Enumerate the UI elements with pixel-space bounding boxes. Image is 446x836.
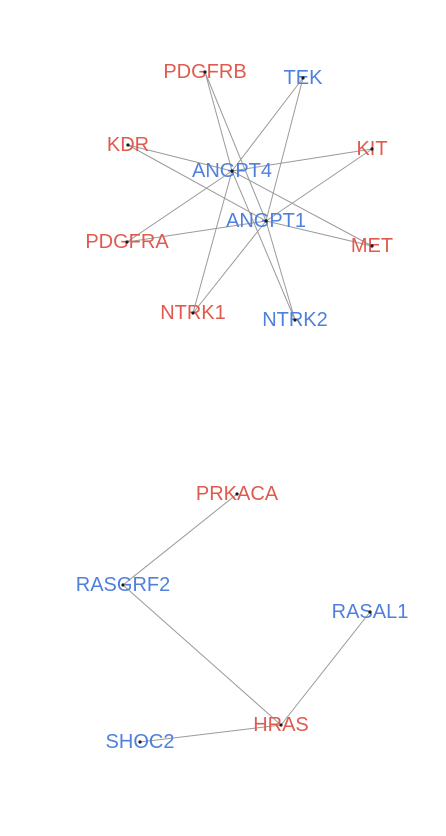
node-dot xyxy=(279,723,283,727)
node-dot xyxy=(230,169,234,173)
node-dot xyxy=(191,311,195,315)
node-dot xyxy=(121,583,125,587)
edge-prkaca-rasgrf2 xyxy=(122,493,238,586)
node-dot xyxy=(126,143,130,147)
edge-angpt1-pdgfrb xyxy=(204,71,267,222)
node-met: MET xyxy=(351,235,393,257)
node-tek: TEK xyxy=(284,67,324,89)
node-dot xyxy=(301,76,305,80)
node-dot xyxy=(368,610,372,614)
edge-angpt4-kdr xyxy=(127,144,233,172)
edge-angpt1-met xyxy=(265,220,373,247)
edge-angpt1-ntrk2 xyxy=(265,220,296,321)
edge-angpt4-met xyxy=(231,170,373,247)
node-dot xyxy=(235,492,239,496)
node-layer: PDGFRB TEK KDR KIT ANGPT4 ANGPT1 PDGFRA MET NTRK… xyxy=(76,61,409,753)
edge-angpt1-kdr xyxy=(127,144,267,222)
node-hras: HRAS xyxy=(253,714,309,736)
edge-angpt4-ntrk2 xyxy=(231,170,296,321)
edge-angpt1-kit xyxy=(265,148,373,222)
node-angpt4: ANGPT4 xyxy=(192,160,272,182)
edge-shoc2-hras xyxy=(139,724,282,743)
edge-layer xyxy=(122,71,373,743)
node-dot xyxy=(125,240,129,244)
node-kit: KIT xyxy=(356,138,387,160)
edge-angpt1-tek xyxy=(265,77,304,222)
node-dot xyxy=(370,147,374,151)
node-prkaca: PRKACA xyxy=(196,483,279,505)
node-ntrk1: NTRK1 xyxy=(160,302,226,324)
node-dot xyxy=(264,219,268,223)
node-shoc2: SHOC2 xyxy=(106,731,175,753)
node-dot xyxy=(293,318,297,322)
node-pdgfrb: PDGFRB xyxy=(163,61,246,83)
edge-angpt1-ntrk1 xyxy=(192,220,267,314)
node-dot xyxy=(203,70,207,74)
edge-rasgrf2-hras xyxy=(122,584,282,726)
node-rasal1: RASAL1 xyxy=(332,601,409,623)
edge-angpt4-kit xyxy=(231,148,373,172)
node-dot xyxy=(138,740,142,744)
edge-angpt1-pdgfra xyxy=(126,220,267,243)
edge-angpt4-tek xyxy=(231,77,304,172)
edge-rasal1-hras xyxy=(280,611,371,726)
node-dot xyxy=(370,244,374,248)
edge-angpt4-pdgfrb xyxy=(204,71,233,172)
node-pdgfra: PDGFRA xyxy=(85,231,169,253)
edge-angpt4-pdgfra xyxy=(126,170,233,243)
node-ntrk2: NTRK2 xyxy=(262,309,328,331)
node-kdr: KDR xyxy=(107,134,149,156)
node-rasgrf2: RASGRF2 xyxy=(76,574,170,596)
edge-angpt4-ntrk1 xyxy=(192,170,233,314)
node-angpt1: ANGPT1 xyxy=(226,210,306,232)
